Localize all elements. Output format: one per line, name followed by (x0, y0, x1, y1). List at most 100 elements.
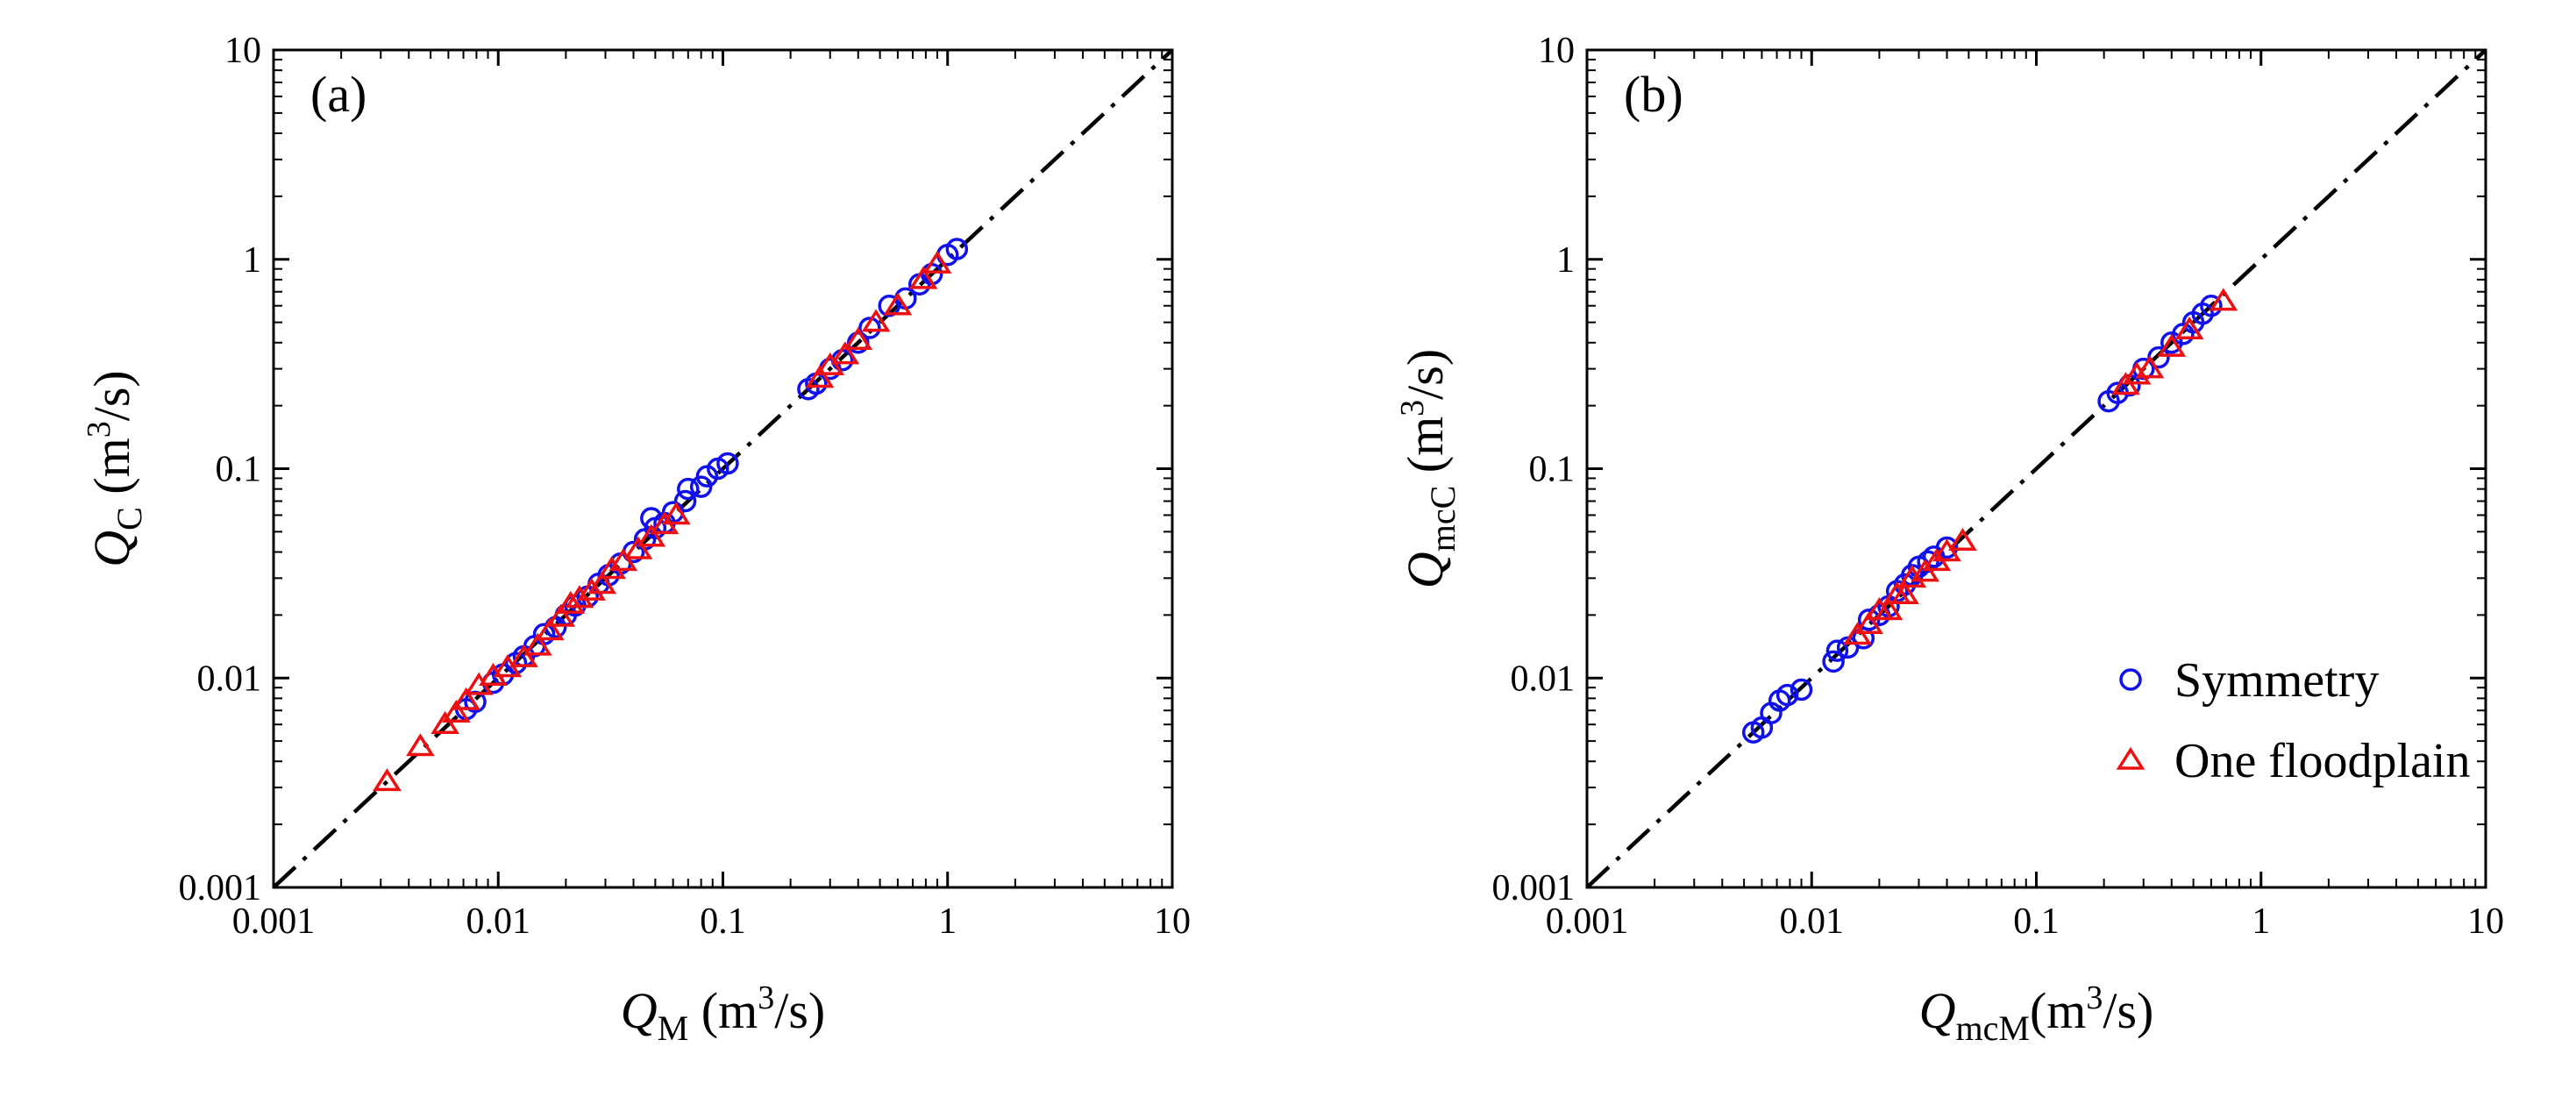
data-point-triangle (556, 590, 586, 614)
x-tick-label: 1 (2252, 901, 2270, 942)
data-point-triangle (637, 523, 666, 547)
data-point-triangle (2209, 288, 2238, 311)
data-point-circle (945, 238, 969, 260)
series-one-floodplain (373, 250, 952, 792)
data-point-triangle (452, 687, 481, 710)
legend-marker (2116, 746, 2145, 770)
legend-marker (2119, 668, 2142, 691)
y-tick-label: 0.1 (216, 450, 262, 490)
data-point-triangle (2157, 333, 2187, 357)
data-point-triangle (2135, 355, 2165, 379)
data-point-circle (1935, 536, 1959, 559)
data-point-circle (677, 477, 700, 501)
data-point-triangle (523, 632, 552, 656)
data-point-triangle (830, 341, 860, 365)
y-tick-label: 0.01 (1511, 659, 1576, 699)
x-axis-unit-end: /s) (774, 982, 825, 1039)
y-tick-label: 0.1 (1529, 450, 1576, 490)
x-tick-label: 1 (938, 901, 957, 942)
y-axis-symbol: Q (83, 531, 140, 567)
y-axis-unit: (m (1397, 417, 1454, 486)
data-point-triangle (883, 292, 913, 316)
y-tick-label: 10 (1538, 31, 1575, 71)
data-point-triangle (661, 502, 691, 525)
x-axis-title: QmcM(m3/s) (1919, 979, 2154, 1048)
data-point-circle (1775, 683, 1799, 707)
y-tick-label: 10 (224, 31, 261, 71)
reference-line-y-equals-x (272, 48, 1174, 889)
y-axis-title: QC (m3/s) (81, 370, 149, 567)
data-point-triangle (509, 644, 538, 667)
data-point-triangle (908, 266, 938, 289)
y-axis-superscript: 3 (1394, 400, 1431, 417)
x-axis-symbol: Q (1919, 982, 1956, 1039)
panel-label: (a) (310, 66, 366, 123)
data-point-triangle (1854, 611, 1884, 635)
data-point-triangle (843, 326, 873, 350)
data-point-triangle (608, 548, 638, 572)
data-point-triangle (441, 699, 471, 723)
x-axis-superscript: 3 (2086, 979, 2103, 1016)
data-point-circle (858, 317, 881, 339)
x-axis-superscript: 3 (758, 979, 774, 1016)
x-axis-subscript: mcM (1956, 1008, 2030, 1048)
y-axis-title: QmcC (m3/s) (1394, 349, 1462, 588)
legend-label: Symmetry (2174, 653, 2379, 708)
x-tick-label: 10 (2467, 901, 2504, 942)
data-point-circle (2200, 294, 2223, 317)
x-tick-label: 0.001 (1546, 901, 1629, 942)
y-tick-label: 0.01 (197, 659, 262, 699)
x-tick-label: 0.001 (232, 901, 316, 942)
legend: Symmetry One floodplain (2116, 653, 2470, 788)
y-axis-superscript: 3 (81, 421, 117, 438)
data-point-triangle (535, 617, 565, 641)
y-axis-subscript: C (110, 507, 149, 531)
data-point-triangle (587, 571, 617, 595)
data-point-triangle (1874, 597, 1904, 621)
y-axis-unit: (m (83, 438, 140, 507)
data-point-triangle (2174, 316, 2204, 340)
x-tick-label: 0.01 (1780, 901, 1845, 942)
data-point-triangle (431, 710, 459, 734)
data-point-triangle (546, 603, 576, 627)
data-point-triangle (815, 352, 845, 375)
y-axis-symbol: Q (1397, 552, 1454, 588)
x-axis-unit: (m (688, 982, 758, 1039)
data-point-triangle (406, 733, 435, 757)
reference-line-y-equals-x (1585, 48, 2487, 889)
data-point-circle (1790, 678, 1813, 701)
x-axis-unit: (m (2030, 982, 2086, 1039)
x-axis-subscript: M (658, 1008, 689, 1048)
data-point-triangle (1890, 580, 1919, 604)
y-tick-label: 0.001 (179, 868, 262, 908)
y-tick-label: 0.001 (1492, 868, 1576, 908)
x-tick-label: 0.1 (700, 901, 746, 942)
y-axis-unit-end: /s) (83, 370, 140, 421)
y-tick-label: 1 (243, 240, 261, 281)
data-point-circle (716, 452, 739, 475)
x-axis-title: QM (m3/s) (621, 979, 825, 1048)
data-point-triangle (1897, 565, 1927, 588)
y-tick-label: 1 (1556, 240, 1575, 281)
data-point-triangle (565, 585, 594, 609)
x-axis-unit-end: /s) (2103, 982, 2153, 1039)
legend-label: One floodplain (2174, 734, 2470, 788)
chart-panel-2: 0.001 0.01 0.1 1 100.0010.010.1110(b)QmcM(m3… (1394, 31, 2504, 1048)
data-point-triangle (373, 768, 402, 792)
x-tick-label: 0.01 (466, 901, 531, 942)
data-point-triangle (2122, 361, 2152, 385)
x-tick-label: 0.1 (2013, 901, 2060, 942)
data-point-triangle (922, 250, 952, 274)
data-point-triangle (1948, 528, 1977, 552)
y-axis-subscript: mcC (1423, 486, 1462, 552)
data-point-triangle (805, 365, 835, 388)
x-axis-symbol: Q (621, 982, 658, 1039)
panel-label: (b) (1624, 66, 1683, 123)
series-one-floodplain (1843, 288, 2238, 645)
data-point-triangle (623, 536, 653, 559)
x-tick-label: 10 (1154, 901, 1191, 942)
data-point-circle (1822, 650, 1845, 673)
data-point-triangle (861, 309, 891, 332)
